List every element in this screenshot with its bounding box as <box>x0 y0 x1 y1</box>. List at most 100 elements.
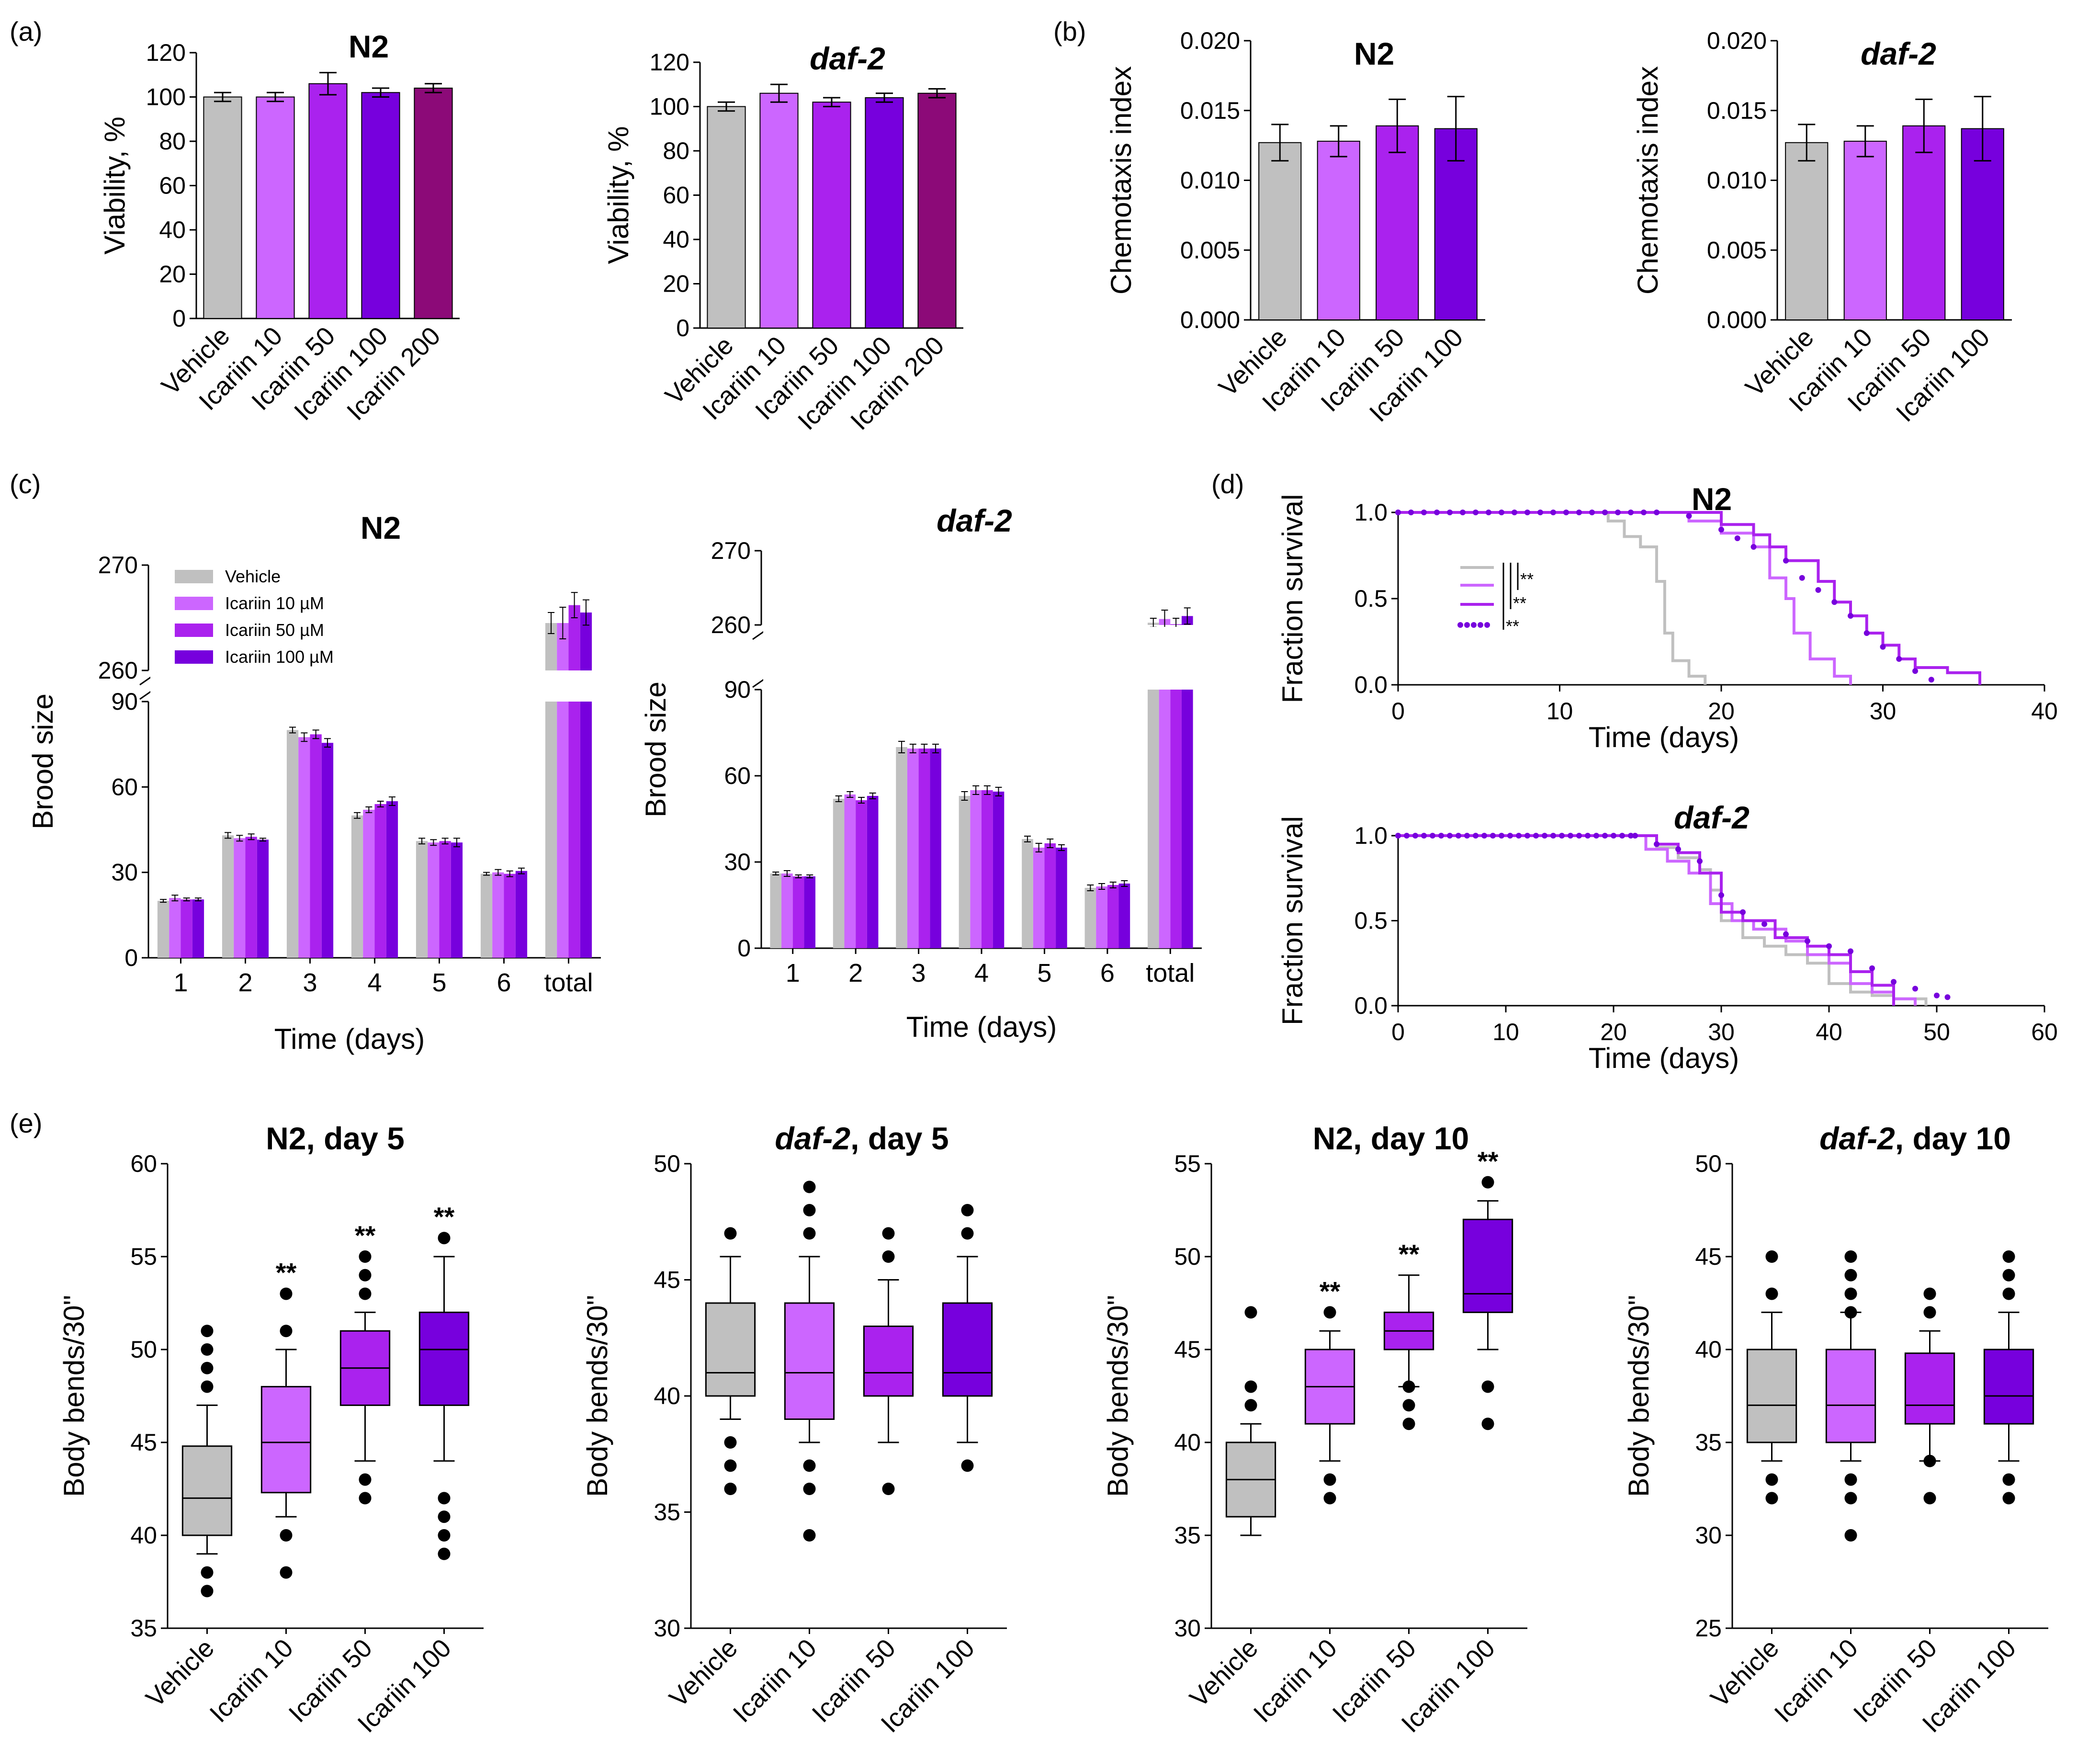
outlier-point <box>1844 1287 1857 1300</box>
y-tick-label: 20 <box>159 261 186 288</box>
y-tick-label: 0.5 <box>1354 585 1388 612</box>
survival-point-icariin-100 <box>1934 992 1940 998</box>
bar <box>1044 843 1056 948</box>
bar <box>867 796 879 948</box>
panel-label-b1: (b) <box>1053 16 1086 46</box>
outlier-point <box>438 1232 451 1245</box>
bar <box>321 743 334 958</box>
legend-label: Vehicle <box>225 567 281 586</box>
outlier-point <box>1481 1418 1494 1430</box>
legend-swatch <box>175 624 213 637</box>
bar <box>856 800 867 948</box>
y-axis-label: Fraction survival <box>1276 816 1309 1025</box>
survival-curve-icariin-50 <box>1398 834 1895 1006</box>
y-tick-label: 35 <box>654 1499 680 1526</box>
bar <box>970 790 982 948</box>
y-tick-label: 40 <box>1174 1429 1201 1456</box>
bar-vehicle <box>707 106 746 329</box>
outlier-point <box>201 1585 214 1598</box>
survival-point <box>1438 833 1444 839</box>
chart-e2: daf-2, day 5 30 35 40 45 50 Body bends/30" Vehi… <box>581 1121 1007 1738</box>
bar-lower <box>1147 690 1159 948</box>
outlier-point <box>438 1510 451 1523</box>
bar <box>982 790 993 948</box>
x-tick-label: Vehicle <box>140 1633 220 1713</box>
chart-title: N2, day 10 <box>1313 1121 1469 1156</box>
x-axis-label: Time (days) <box>906 1011 1057 1043</box>
survival-point <box>1404 833 1410 839</box>
survival-point <box>1421 510 1427 515</box>
y-tick-label: 60 <box>159 172 186 199</box>
x-tick-label: 20 <box>1600 1019 1627 1045</box>
y-tick-label: 0 <box>676 315 689 341</box>
axis-break-gap <box>763 627 1204 688</box>
survival-point-icariin-100 <box>1869 965 1875 971</box>
survival-point <box>1412 833 1418 839</box>
y-axis-label: Body bends/30" <box>1102 1295 1134 1497</box>
bar <box>781 873 793 948</box>
x-tick-label: 5 <box>1037 959 1051 987</box>
survival-point <box>1408 510 1414 515</box>
y-axis-label: Viability, % <box>602 126 634 264</box>
bar-lower <box>1181 690 1193 948</box>
outlier-point <box>359 1492 372 1505</box>
legend-swatch <box>1471 622 1477 628</box>
y-tick-label: 30 <box>724 849 751 875</box>
bar <box>386 801 398 958</box>
outlier-point <box>1923 1306 1936 1319</box>
outlier-point <box>1402 1418 1415 1430</box>
x-tick-label: Icariin 10 <box>1769 1633 1863 1728</box>
outlier-point <box>1765 1287 1778 1300</box>
panel-label-c1: (c) <box>10 469 41 499</box>
y-tick-label: 0.5 <box>1354 907 1388 934</box>
outlier-point <box>1244 1306 1257 1319</box>
outlier-point <box>961 1204 974 1216</box>
survival-point <box>1602 510 1608 515</box>
box-icariin-50 <box>863 1326 914 1397</box>
outlier-point <box>803 1529 816 1542</box>
bar <box>907 749 919 948</box>
chart-title: daf-2, day 5 <box>775 1121 948 1156</box>
bar-vehicle <box>1258 142 1302 320</box>
y-tick-label: 0.020 <box>1707 27 1767 54</box>
chart-d1: N2 0.0 0.5 1.0 Fraction survival 0 10 20 30 40 Tim… <box>1276 481 2058 753</box>
survival-point <box>1615 510 1621 515</box>
outlier-point <box>1844 1492 1857 1505</box>
y-tick-label: 50 <box>654 1150 680 1177</box>
outlier-point <box>359 1269 372 1282</box>
box-vehicle <box>181 1445 233 1536</box>
survival-point <box>1550 510 1556 515</box>
survival-point-icariin-100 <box>1632 833 1638 839</box>
outlier-point <box>201 1343 214 1356</box>
outlier-point <box>201 1380 214 1393</box>
y-axis-label: Body bends/30" <box>58 1295 90 1497</box>
y-tick-label: 0.010 <box>1180 167 1240 194</box>
survival-point-icariin-100 <box>1848 613 1853 619</box>
survival-point <box>1524 833 1530 839</box>
outlier-point <box>882 1227 895 1240</box>
outlier-point <box>961 1227 974 1240</box>
bar-lower <box>545 702 557 958</box>
chart-b1: N2 0.000 0.005 0.010 0.015 0.020 Chemotaxis in… <box>1105 27 1485 428</box>
outlier-point <box>1481 1176 1494 1189</box>
chart-d2: daf-2 0.0 0.5 1.0 Fraction survival 0 10 20 30 40… <box>1276 800 2058 1074</box>
y-tick-label: 0.005 <box>1180 237 1240 263</box>
x-tick-label: Vehicle <box>1705 1633 1784 1713</box>
survival-point-icariin-100 <box>1783 931 1789 937</box>
bar-icariin-50 <box>308 83 348 319</box>
y-tick-label: 260 <box>98 657 138 684</box>
bar <box>993 792 1005 948</box>
y-tick-label: 30 <box>111 859 138 886</box>
chart-title: N2 <box>349 29 389 64</box>
survival-point <box>1430 833 1435 839</box>
survival-point-icariin-100 <box>1654 841 1660 847</box>
survival-point-icariin-100 <box>1718 527 1724 533</box>
survival-point <box>1395 510 1401 515</box>
outlier-point <box>724 1436 737 1449</box>
y-tick-label: 35 <box>130 1615 157 1642</box>
y-tick-label: 0 <box>737 935 751 962</box>
x-tick-label: 0 <box>1391 1019 1405 1045</box>
bar <box>930 749 941 948</box>
bar <box>286 730 299 958</box>
